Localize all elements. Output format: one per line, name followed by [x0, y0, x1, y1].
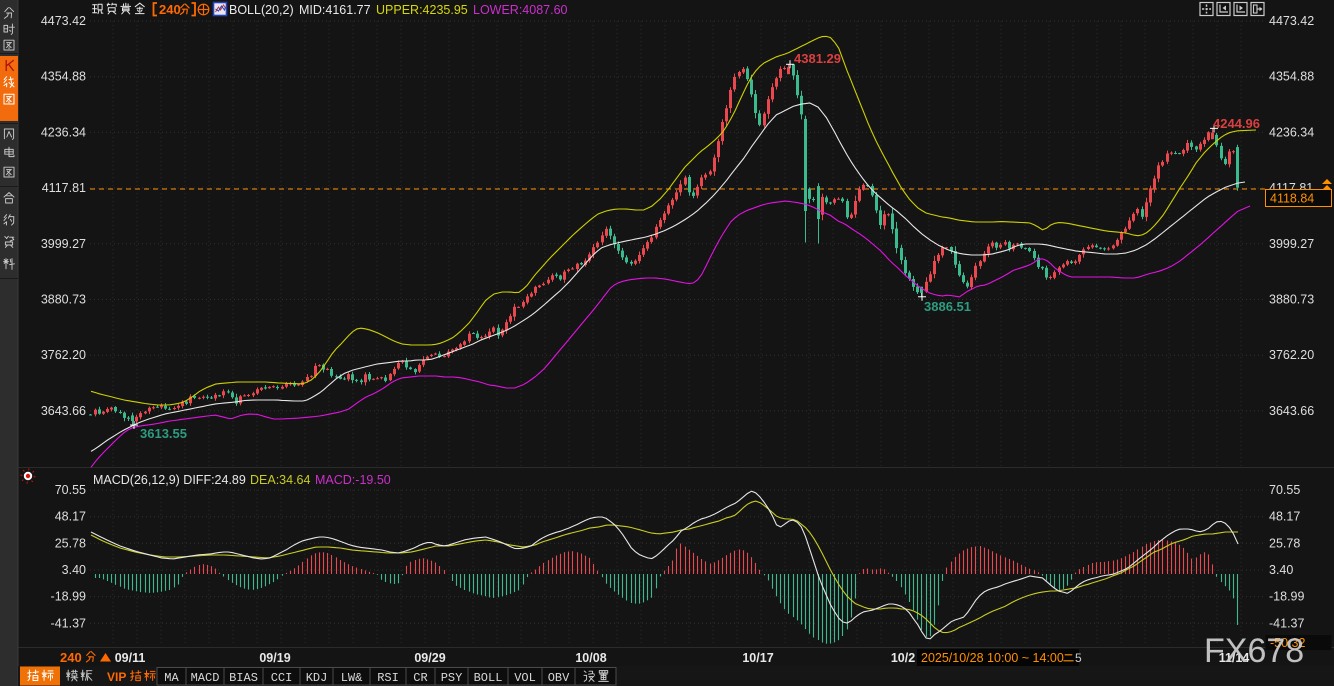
- svg-text:3880.73: 3880.73: [1269, 293, 1314, 307]
- svg-text:-50.32: -50.32: [1270, 636, 1305, 650]
- svg-text:MACD: MACD: [191, 671, 220, 685]
- svg-text:25.78: 25.78: [55, 536, 86, 550]
- svg-text:MACD(26,12,9) DIFF:24.89: MACD(26,12,9) DIFF:24.89: [93, 473, 246, 487]
- svg-text:4118.84: 4118.84: [1270, 192, 1314, 206]
- svg-text:4381.29: 4381.29: [794, 51, 841, 66]
- svg-text:BIAS: BIAS: [229, 671, 258, 685]
- svg-text:4473.42: 4473.42: [1269, 14, 1314, 28]
- svg-text:240: 240: [159, 2, 181, 17]
- svg-text:MID:4161.77: MID:4161.77: [299, 3, 371, 17]
- svg-text:MA: MA: [164, 671, 179, 685]
- svg-text:4354.88: 4354.88: [1269, 70, 1314, 84]
- svg-text:-41.37: -41.37: [51, 616, 86, 630]
- svg-text:09/19: 09/19: [259, 651, 290, 665]
- svg-text:2025/10/28 10:00 ~ 14:00: 2025/10/28 10:00 ~ 14:00: [921, 651, 1064, 665]
- svg-text:3762.20: 3762.20: [1269, 348, 1314, 362]
- svg-text:70.55: 70.55: [55, 483, 86, 497]
- svg-text:4236.34: 4236.34: [41, 125, 86, 139]
- svg-text:70.55: 70.55: [1269, 483, 1300, 497]
- svg-text:3999.27: 3999.27: [41, 237, 86, 251]
- svg-text:3886.51: 3886.51: [924, 299, 971, 314]
- svg-text:5: 5: [1075, 651, 1082, 665]
- svg-text:-18.99: -18.99: [1269, 590, 1304, 604]
- svg-text:UPPER:4235.95: UPPER:4235.95: [376, 3, 468, 17]
- svg-text:25.78: 25.78: [1269, 536, 1300, 550]
- svg-text:CCI: CCI: [271, 671, 293, 685]
- svg-text:3613.55: 3613.55: [140, 426, 187, 441]
- svg-text:09/11: 09/11: [115, 651, 146, 665]
- svg-text:FX678: FX678: [1204, 632, 1304, 670]
- svg-text:10/17: 10/17: [742, 651, 773, 665]
- svg-text:-41.37: -41.37: [1269, 616, 1304, 630]
- svg-text:CR: CR: [413, 671, 427, 685]
- svg-text:PSY: PSY: [441, 671, 463, 685]
- svg-text:11/14: 11/14: [1219, 651, 1250, 665]
- svg-text:10/08: 10/08: [575, 651, 606, 665]
- svg-text:3762.20: 3762.20: [41, 348, 86, 362]
- svg-text:3643.66: 3643.66: [1269, 404, 1314, 418]
- svg-text:09/29: 09/29: [414, 651, 445, 665]
- svg-text:3643.66: 3643.66: [41, 404, 86, 418]
- svg-text:3999.27: 3999.27: [1269, 237, 1314, 251]
- svg-text:BOLL(20,2): BOLL(20,2): [229, 3, 294, 17]
- svg-text:DEA:34.64: DEA:34.64: [250, 473, 311, 487]
- svg-text:10/2: 10/2: [891, 651, 915, 665]
- svg-text:KDJ: KDJ: [306, 671, 328, 685]
- svg-text:4473.42: 4473.42: [41, 14, 86, 28]
- svg-text:3.40: 3.40: [62, 563, 86, 577]
- svg-text:3.40: 3.40: [1269, 563, 1293, 577]
- svg-text:VIP: VIP: [107, 670, 126, 684]
- svg-text:4236.34: 4236.34: [1269, 125, 1314, 139]
- svg-text:LW&: LW&: [341, 671, 363, 685]
- svg-text:-18.99: -18.99: [51, 590, 86, 604]
- svg-text:BOLL: BOLL: [474, 671, 503, 685]
- svg-text:VOL: VOL: [514, 671, 536, 685]
- svg-text:48.17: 48.17: [55, 510, 86, 524]
- svg-text:MACD:-19.50: MACD:-19.50: [315, 473, 391, 487]
- svg-text:240: 240: [60, 650, 82, 665]
- svg-text:4354.88: 4354.88: [41, 70, 86, 84]
- svg-text:4244.96: 4244.96: [1213, 116, 1260, 131]
- svg-text:LOWER:4087.60: LOWER:4087.60: [473, 3, 568, 17]
- svg-text:4117.81: 4117.81: [42, 181, 86, 195]
- svg-text:OBV: OBV: [548, 671, 570, 685]
- svg-text:48.17: 48.17: [1269, 510, 1300, 524]
- svg-text:3880.73: 3880.73: [41, 293, 86, 307]
- svg-text:RSI: RSI: [377, 671, 399, 685]
